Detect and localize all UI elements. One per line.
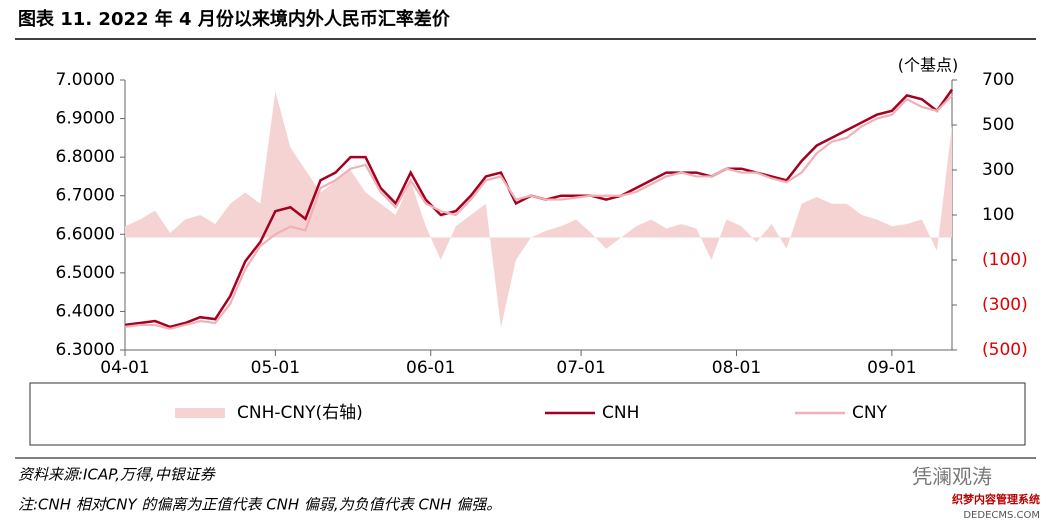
line bbox=[124, 94, 953, 330]
y-tick-label: 6.3000 bbox=[56, 340, 115, 360]
x-tick-label: 05-01 bbox=[251, 358, 300, 378]
y2-tick-label: (300) bbox=[982, 295, 1028, 315]
y2-tick-label: 300 bbox=[982, 160, 1014, 180]
x-tick-label: 04-01 bbox=[100, 358, 149, 378]
watermark: 凭澜观涛 bbox=[912, 465, 992, 489]
y-tick-label: 6.8000 bbox=[56, 147, 115, 167]
y-tick-label: 6.6000 bbox=[56, 224, 115, 244]
y-tick-label: 6.4000 bbox=[56, 301, 115, 321]
source: 资料来源:ICAP,万得,中银证券 bbox=[18, 466, 216, 484]
watermark: 织梦内容管理系统 bbox=[952, 492, 1040, 506]
x-tick-label: 09-01 bbox=[867, 358, 916, 378]
x-tick-label: 07-01 bbox=[556, 358, 605, 378]
y-tick-label: 6.7000 bbox=[56, 186, 115, 206]
legend-swatch bbox=[175, 408, 225, 418]
legend-label: CNH-CNY(右轴) bbox=[237, 403, 363, 423]
x-tick-label: 06-01 bbox=[406, 358, 455, 378]
y-tick-label: 6.5000 bbox=[56, 263, 115, 283]
legend-box bbox=[29, 382, 1026, 446]
y-tick-label: 7.0000 bbox=[56, 70, 115, 90]
y-tick-label: 6.9000 bbox=[56, 109, 115, 129]
y2-axis-label: (个基点) bbox=[898, 56, 959, 75]
x-tick-label: 08-01 bbox=[712, 358, 761, 378]
watermark: DEDECMS.COM bbox=[963, 510, 1040, 521]
legend-label: CNY bbox=[852, 403, 888, 423]
y2-tick-label: 500 bbox=[982, 115, 1014, 135]
y2-tick-label: (100) bbox=[982, 250, 1028, 270]
y2-tick-label: 100 bbox=[982, 205, 1014, 225]
y2-tick-label: (500) bbox=[982, 340, 1028, 360]
y2-tick-label: 700 bbox=[982, 70, 1014, 90]
chart-title: 图表 11. 2022 年 4 月份以来境内外人民币汇率差价 bbox=[18, 8, 451, 30]
legend-label: CNH bbox=[602, 403, 639, 423]
note: 注:CNH 相对CNY 的偏离为正值代表 CNH 偏弱,为负值代表 CNH 偏强… bbox=[18, 496, 501, 514]
area bbox=[125, 91, 952, 328]
